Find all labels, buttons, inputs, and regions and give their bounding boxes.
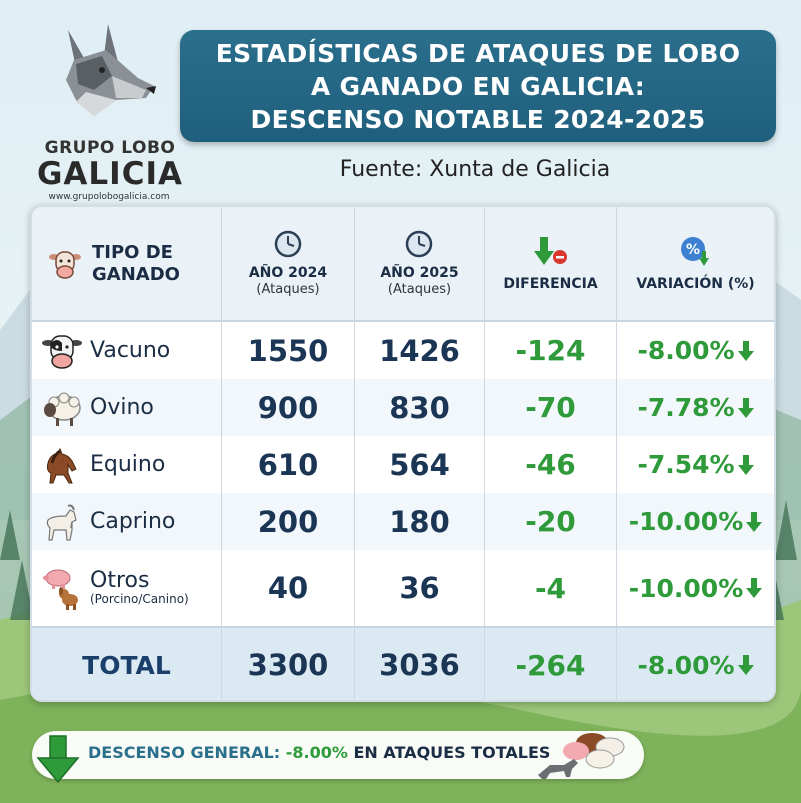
value-2025: 36: [399, 571, 440, 605]
summary-part3: EN ATAQUES TOTALES: [347, 743, 551, 762]
value-2025: 1426: [379, 333, 460, 368]
down-arrow-icon: [746, 578, 763, 598]
stats-table: TIPO DE GANADO AÑO 2024 (Ataques) AÑO 202…: [30, 205, 776, 702]
animal-name: Ovino: [90, 395, 154, 420]
source-caption: Fuente: Xunta de Galicia: [339, 157, 611, 182]
value-2024: 900: [257, 390, 319, 425]
header-2025-label: AÑO 2025: [380, 265, 459, 281]
total-label: TOTAL: [82, 650, 171, 680]
value-diferencia: -46: [525, 448, 576, 481]
clock-icon: [406, 230, 433, 258]
title-line-3: DESCENSO NOTABLE 2024-2025: [250, 104, 706, 134]
value-variacion: -7.54%: [637, 450, 735, 479]
sheep-icon: [44, 392, 81, 426]
value-variacion: -7.78%: [637, 393, 735, 422]
table-row: Ovino 900 830 -70 -7.78%: [32, 379, 774, 437]
logo-url: www.grupolobogalicia.com: [48, 192, 170, 202]
header-2024: AÑO 2024 (Ataques): [222, 207, 355, 320]
value-diferencia: -70: [525, 391, 576, 424]
wolf-head-icon: [66, 24, 156, 116]
total-2025: 3036: [379, 648, 460, 682]
down-arrow-icon: [737, 655, 754, 675]
down-arrow-minus-icon: [533, 236, 567, 265]
svg-text:%: %: [685, 242, 699, 258]
goat-icon: [46, 504, 77, 541]
summary-part2: -8.00%: [285, 743, 348, 762]
value-2025: 564: [389, 447, 450, 482]
header-2025-sub: (Ataques): [387, 282, 452, 297]
down-arrow-icon: [737, 397, 754, 418]
summary-banner: [32, 731, 644, 779]
animal-subtitle: (Porcino/Canino): [90, 592, 189, 606]
cow-icon: [42, 334, 82, 369]
value-2024: 200: [257, 504, 319, 539]
header-diferencia: DIFERENCIA: [485, 207, 617, 320]
header-tipo-label: TIPO DE GANADO: [92, 241, 180, 285]
animal-name: Equino: [90, 452, 166, 477]
header-2024-sub: (Ataques): [256, 282, 320, 297]
title-line-1: ESTADÍSTICAS DE ATAQUES DE LOBO: [215, 38, 741, 68]
value-variacion: -8.00%: [637, 336, 735, 365]
header-variacion: % VARIACIÓN (%): [617, 207, 774, 320]
value-variacion: -10.00%: [628, 507, 744, 536]
value-2024: 40: [267, 571, 309, 605]
animal-name: Caprino: [90, 509, 176, 534]
table-row: Otros (Porcino/Canino) 40 36 -4 -10.00%: [32, 550, 774, 626]
table-header-row: TIPO DE GANADO AÑO 2024 (Ataques) AÑO 202…: [32, 207, 774, 322]
summary-part1: DESCENSO GENERAL:: [88, 743, 286, 762]
header-2024-label: AÑO 2024: [248, 265, 328, 281]
total-variacion: -8.00%: [637, 650, 735, 680]
table-row: Vacuno 1550 1426 -124 -8.00%: [32, 322, 774, 380]
brand-logo: GRUPO LOBO GALICIA www.grupolobogalicia.…: [28, 20, 182, 202]
logo-text-line1: GRUPO LOBO: [44, 138, 176, 158]
percent-down-icon: %: [680, 236, 709, 266]
table-row: Caprino 200 180 -20 -10.00%: [32, 493, 774, 551]
header-diferencia-label: DIFERENCIA: [503, 275, 598, 292]
total-diferencia: -264: [515, 648, 586, 682]
value-variacion: -10.00%: [628, 573, 744, 603]
table-total-row: TOTAL 3300 3036 -264 -8.00%: [32, 626, 774, 700]
total-2024: 3300: [247, 648, 329, 682]
value-2025: 180: [389, 504, 450, 539]
horse-icon: [46, 447, 77, 483]
title-banner: ESTADÍSTICAS DE ATAQUES DE LOBO A GANADO…: [180, 30, 776, 142]
value-diferencia: -4: [534, 571, 567, 605]
down-arrow-icon: [737, 454, 754, 475]
down-arrow-icon: [746, 511, 763, 532]
pig-dog-icon: [43, 569, 78, 610]
cow-head-icon: [49, 250, 81, 279]
clock-icon: [274, 230, 302, 258]
summary-text: DESCENSO GENERAL: -8.00% EN ATAQUES TOTA…: [88, 743, 550, 762]
herd-illustration-icon: [538, 733, 625, 779]
header-tipo: TIPO DE GANADO: [32, 207, 222, 320]
logo-text-line2: GALICIA: [36, 156, 183, 192]
animal-name: Otros: [90, 568, 150, 593]
header-2025: AÑO 2025 (Ataques): [355, 207, 485, 320]
value-2024: 610: [257, 447, 319, 482]
animal-name: Vacuno: [90, 338, 171, 363]
value-2025: 830: [389, 390, 450, 425]
header-variacion-label: VARIACIÓN (%): [636, 275, 755, 292]
value-diferencia: -20: [525, 505, 576, 538]
value-diferencia: -124: [515, 334, 586, 367]
value-2024: 1550: [247, 333, 329, 368]
table-row: Equino 610 564 -46 -7.54%: [32, 436, 774, 494]
big-down-arrow-icon: [36, 735, 80, 784]
title-line-2: A GANADO EN GALICIA:: [310, 71, 646, 101]
down-arrow-icon: [737, 340, 754, 361]
